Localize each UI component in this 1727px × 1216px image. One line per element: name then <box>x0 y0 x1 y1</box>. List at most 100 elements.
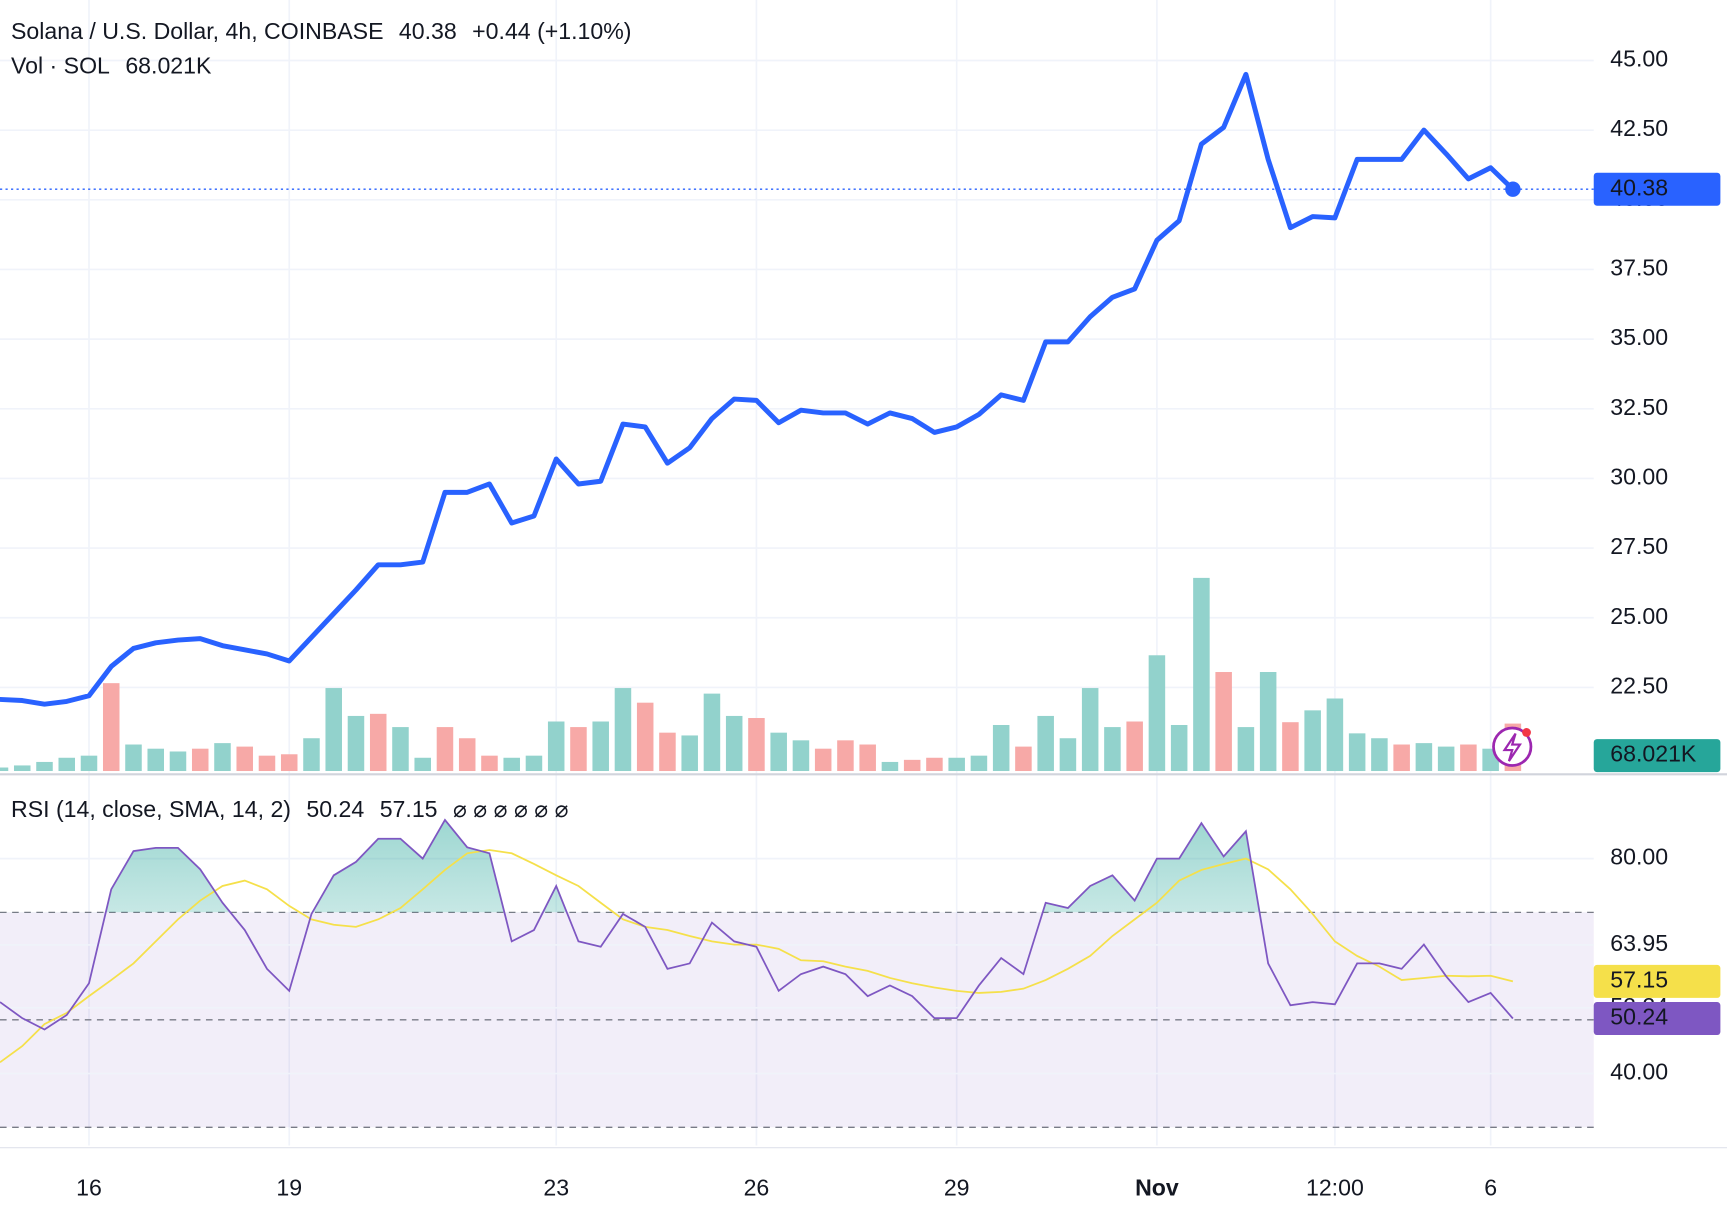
x-tick-label: Nov <box>1135 1175 1179 1201</box>
y-tick-label: 63.95 <box>1610 930 1668 956</box>
rsi-sma-value: 57.15 <box>380 796 438 822</box>
x-tick-label: 6 <box>1484 1175 1497 1201</box>
volume-bar <box>1348 733 1366 772</box>
volume-bar <box>458 738 476 772</box>
volume-bar <box>102 683 120 772</box>
volume-bar <box>1104 727 1121 772</box>
volume-bar <box>325 688 342 772</box>
volume-value: 68.021K <box>125 52 212 78</box>
y-tick-label: 45.00 <box>1610 46 1668 72</box>
x-tick-label: 29 <box>944 1175 970 1201</box>
volume-bar <box>1148 655 1166 772</box>
volume-bar <box>948 757 965 772</box>
volume-bar <box>191 748 209 772</box>
volume-bar <box>1215 672 1232 772</box>
volume-bar <box>992 724 1010 772</box>
volume-bar <box>36 761 53 772</box>
icon-ring <box>1492 726 1533 767</box>
volume-bar <box>1059 738 1077 772</box>
volume-bar <box>214 743 231 772</box>
volume-bar <box>414 757 431 772</box>
volume-bar <box>547 721 565 772</box>
volume-badge: 68.021K <box>1610 741 1697 767</box>
icon-bolt <box>1502 732 1522 762</box>
volume-bar <box>1415 743 1433 772</box>
volume-bar <box>614 688 632 772</box>
x-tick-label: 16 <box>76 1175 102 1201</box>
volume-bar <box>1126 721 1143 772</box>
volume-bar <box>748 718 765 772</box>
y-tick-label: 37.50 <box>1610 255 1668 281</box>
rsi-symbols: ⌀ ⌀ ⌀ ⌀ ⌀ ⌀ <box>453 796 569 822</box>
price-badge: 40.38 <box>1610 174 1668 200</box>
volume-bar <box>859 744 876 772</box>
price-line <box>0 71 1516 707</box>
volume-bar <box>481 755 498 772</box>
volume-bar <box>169 751 187 772</box>
volume-bar <box>280 754 298 772</box>
volume-bar <box>770 732 787 772</box>
y-tick-label: 22.50 <box>1610 673 1668 699</box>
volume-bar <box>926 757 943 772</box>
volume-bar <box>392 727 409 772</box>
volume-bar <box>303 738 320 772</box>
volume-bar <box>970 755 988 772</box>
volume-bar <box>1304 710 1321 772</box>
volume-bar <box>1371 738 1388 772</box>
y-tick-label: 25.00 <box>1610 603 1668 629</box>
volume-bar <box>792 740 810 772</box>
y-tick-label: 80.00 <box>1610 844 1668 870</box>
volume-bar <box>1460 744 1477 772</box>
rsi-sma-badge: 57.15 <box>1610 967 1668 993</box>
volume-bar <box>13 765 31 772</box>
volume-bar <box>592 721 609 772</box>
volume-bar <box>681 735 698 772</box>
volume-bar <box>570 727 587 772</box>
volume-bar <box>1237 727 1255 772</box>
volume-bar <box>0 767 9 772</box>
y-tick-label: 30.00 <box>1610 464 1668 490</box>
volume-bar <box>1170 724 1188 772</box>
y-tick-label: 42.50 <box>1610 115 1668 141</box>
volume-bar <box>703 693 721 772</box>
last-price: 40.38 <box>399 18 457 44</box>
volume-bar <box>1393 744 1410 772</box>
x-tick-label: 12:00 <box>1306 1175 1364 1201</box>
volume-bar <box>1037 715 1054 772</box>
rsi-band <box>0 912 1594 1128</box>
volume-bar <box>881 761 899 772</box>
rsi-badge-bg <box>1593 1002 1721 1036</box>
x-tick-label: 26 <box>744 1175 770 1201</box>
price-badge-bg <box>1593 172 1721 206</box>
y-tick-label: 40.00 <box>1610 1059 1668 1085</box>
volume-bar <box>636 702 654 772</box>
rsi-line <box>0 818 1514 1031</box>
y-tick-label: 27.50 <box>1610 533 1668 559</box>
volume-bar <box>1326 698 1344 772</box>
volume-bar <box>503 757 520 772</box>
volume-bar <box>236 746 253 772</box>
rsi-title: RSI (14, close, SMA, 14, 2) <box>11 796 291 822</box>
volume-bar <box>1193 577 1210 772</box>
y-tick-label: 35.00 <box>1610 324 1668 350</box>
volume-bar <box>369 713 387 772</box>
rsi-sma-line <box>0 849 1514 1064</box>
volume-title: Vol · SOL <box>11 52 110 78</box>
volume-bar <box>1015 746 1032 772</box>
volume-bar <box>1081 688 1099 772</box>
price-change: +0.44 (+1.10%) <box>472 18 631 44</box>
volume-bar <box>1437 746 1455 772</box>
volume-bar <box>347 715 365 772</box>
volume-bar <box>659 732 676 772</box>
volume-bar <box>725 715 743 772</box>
chart-title: Solana / U.S. Dollar, 4h, COINBASE <box>11 18 383 44</box>
volume-bar <box>58 757 76 772</box>
volume-bar <box>1259 672 1277 772</box>
y-tick-label: 32.50 <box>1610 394 1668 420</box>
volume-bar <box>903 759 921 772</box>
x-tick-label: 23 <box>543 1175 569 1201</box>
icon-dot <box>1522 728 1531 737</box>
